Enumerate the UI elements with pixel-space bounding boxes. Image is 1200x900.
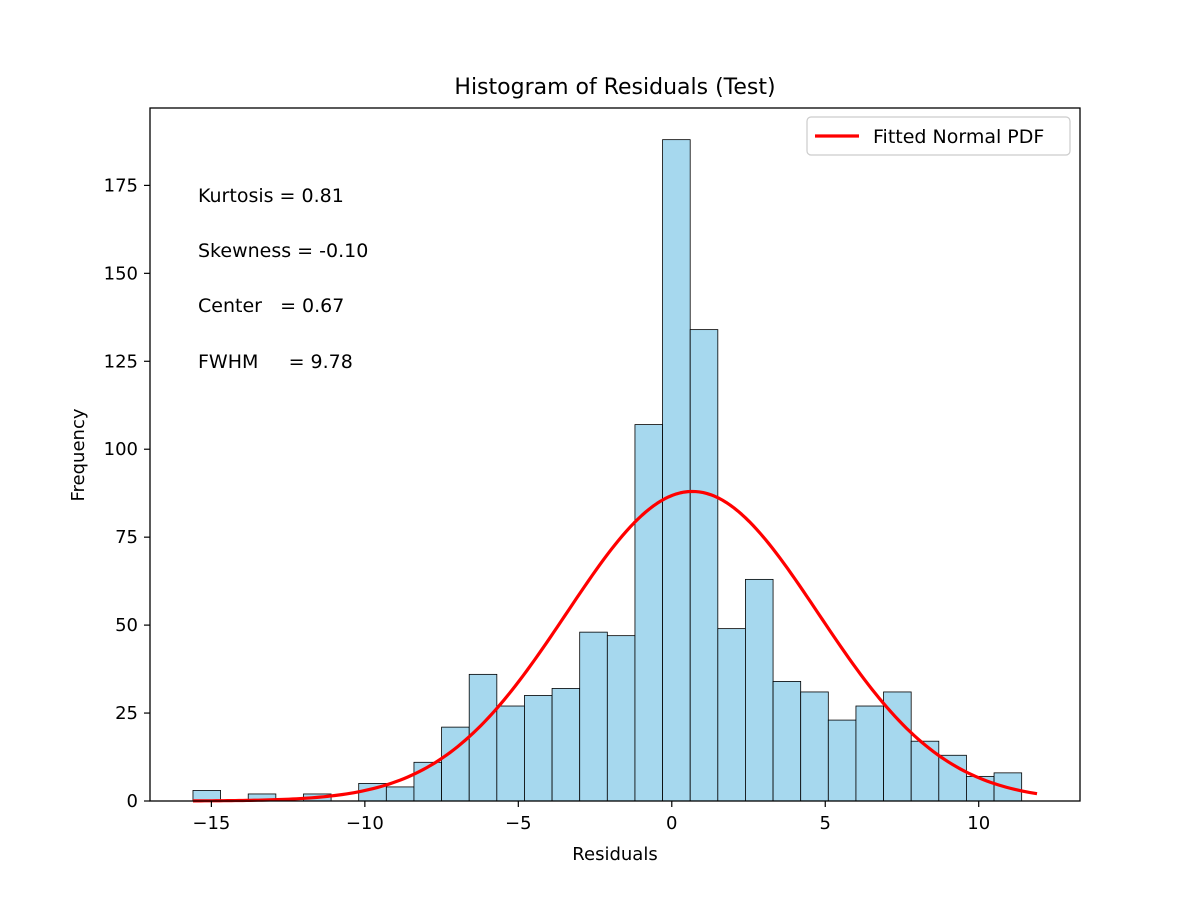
histogram-bar xyxy=(579,631,608,802)
histogram-bar xyxy=(745,578,774,802)
x-tick-label: −5 xyxy=(505,813,532,834)
x-tick-label: −10 xyxy=(346,813,384,834)
histogram-bar xyxy=(910,740,940,802)
y-tick-label: 175 xyxy=(104,175,138,196)
histogram-bar xyxy=(634,424,663,802)
y-tick-label: 50 xyxy=(115,615,138,636)
x-tick-label: 5 xyxy=(820,813,831,834)
histogram-bar xyxy=(496,705,525,802)
y-tick-label: 125 xyxy=(104,351,138,372)
center-annotation: Center = 0.67 xyxy=(198,295,344,317)
histogram-bar xyxy=(606,635,636,802)
histogram-bar xyxy=(772,681,802,802)
y-tick-label: 100 xyxy=(104,439,138,460)
chart-title: Histogram of Residuals (Test) xyxy=(454,75,775,100)
y-tick-label: 0 xyxy=(127,791,138,812)
legend-label: Fitted Normal PDF xyxy=(873,126,1044,148)
x-tick-label: 0 xyxy=(666,813,677,834)
legend: Fitted Normal PDF xyxy=(806,116,1071,156)
histogram-bar xyxy=(689,329,719,802)
y-tick-label: 75 xyxy=(115,527,138,548)
histogram-bar xyxy=(551,688,581,802)
y-axis-label: Frequency xyxy=(68,408,89,501)
x-axis-label: Residuals xyxy=(572,844,657,865)
y-axis-ticks: 0 25 50 75 100 125 150 175 xyxy=(104,175,150,812)
histogram-bar xyxy=(855,705,884,802)
histogram-bars xyxy=(192,139,1023,802)
histogram-bar xyxy=(385,786,415,802)
histogram-bar xyxy=(717,628,746,802)
x-axis-ticks: −15 −10 −5 0 5 10 xyxy=(192,801,990,834)
fitted-normal-pdf-line xyxy=(192,489,1038,803)
histogram-bar xyxy=(441,726,470,802)
plot-frame xyxy=(149,107,1081,802)
histogram-bar xyxy=(827,719,857,802)
x-tick-label: 10 xyxy=(967,813,990,834)
kurtosis-annotation: Kurtosis = 0.81 xyxy=(198,185,344,207)
x-tick-label: −15 xyxy=(192,813,230,834)
fwhm-annotation: FWHM = 9.78 xyxy=(198,351,353,373)
skewness-annotation: Skewness = -0.10 xyxy=(198,240,368,262)
y-tick-label: 150 xyxy=(104,263,138,284)
legend-box xyxy=(806,116,1071,156)
histogram-bar xyxy=(938,754,967,802)
y-tick-label: 25 xyxy=(115,703,138,724)
histogram-bar xyxy=(524,695,553,802)
histogram-bar xyxy=(662,139,691,802)
histogram-bar xyxy=(468,673,498,802)
histogram-bar xyxy=(800,691,829,802)
